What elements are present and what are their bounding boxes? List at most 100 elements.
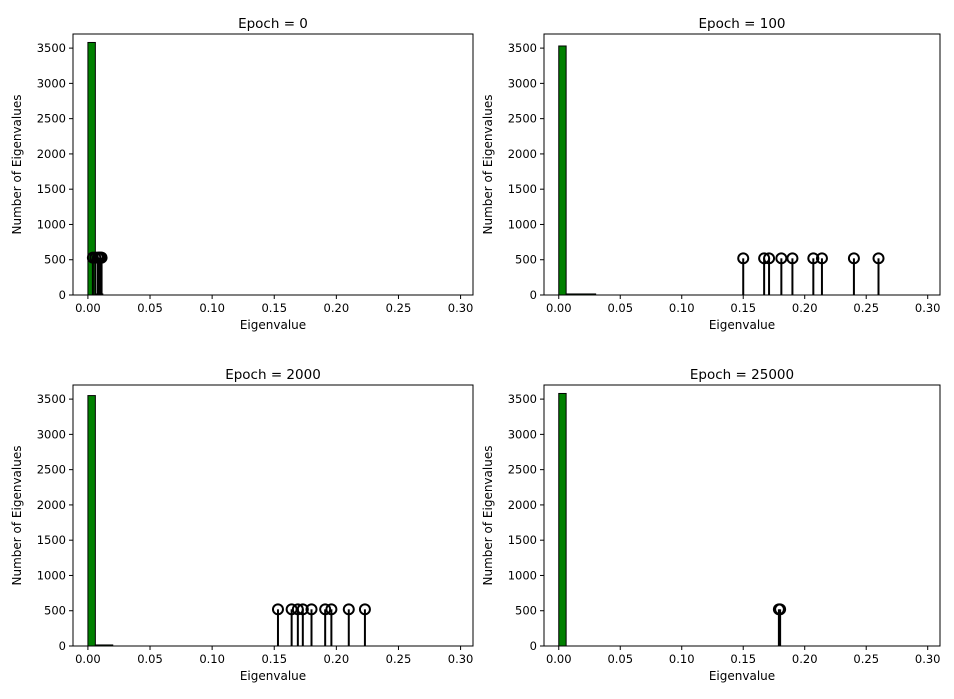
y-tick-label: 3000 [37,76,66,90]
outlier-marker [305,603,318,616]
x-tick-label: 0.10 [669,301,695,315]
outlier-marker [775,252,788,265]
y-tick-label: 3500 [508,392,537,406]
x-tick-label: 0.25 [386,301,412,315]
y-tick-label: 500 [44,604,66,618]
x-tick-label: 0.20 [792,301,818,315]
x-axis-label: Eigenvalue [709,318,775,332]
chart-panel-4: 0.00 0.05 0.10 0.15 0.20 0.25 0.30 0 500 1000 1500… [481,367,941,683]
outlier-marker [807,252,820,265]
x-tick-label: 0.30 [915,301,941,315]
y-tick-label: 1500 [37,182,66,196]
y-tick-label: 2500 [508,463,537,477]
chart-title: Epoch = 2000 [225,367,321,383]
y-tick-label: 1500 [508,533,537,547]
y-tick-label: 3000 [37,427,66,441]
x-tick-label: 0.25 [853,301,879,315]
y-tick-label: 2000 [37,498,66,512]
axes-frame [543,33,941,296]
x-tick-label: 0.15 [730,652,756,666]
x-axis-label: Eigenvalue [709,669,775,683]
histogram-bar [558,45,567,296]
y-tick-label: 0 [530,288,537,302]
x-tick-label: 0.15 [261,652,287,666]
outlier-marker [872,252,885,265]
y-tick-label: 0 [530,639,537,653]
x-tick-label: 0.20 [324,301,350,315]
x-tick-label: 0.30 [448,301,474,315]
outlier-marker [296,603,309,616]
x-tick-label: 0.10 [669,652,695,666]
y-axis-label: Number of Eigenvalues [481,95,495,235]
y-tick-label: 2000 [37,147,66,161]
y-tick-label: 2500 [37,463,66,477]
chart-title: Epoch = 0 [238,16,308,32]
y-tick-label: 1500 [508,182,537,196]
y-tick-label: 3000 [508,427,537,441]
outlier-marker [95,251,108,264]
x-tick-label: 0.00 [75,301,101,315]
x-tick-label: 0.00 [546,301,572,315]
y-tick-label: 0 [59,288,66,302]
x-tick-label: 0.05 [607,652,633,666]
axes-frame [72,384,474,647]
chart-title: Epoch = 100 [699,16,786,32]
outlier-marker [285,603,298,616]
x-tick-label: 0.15 [730,301,756,315]
x-tick-label: 0.30 [448,652,474,666]
y-tick-label: 1500 [37,533,66,547]
x-tick-label: 0.20 [324,652,350,666]
outlier-marker [815,252,828,265]
outlier-marker [271,603,284,616]
x-tick-label: 0.25 [853,652,879,666]
x-tick-label: 0.10 [199,652,225,666]
y-tick-label: 3500 [37,392,66,406]
x-tick-label: 0.05 [137,652,163,666]
outlier-marker [319,603,332,616]
chart-panel-3: 0.00 0.05 0.10 0.15 0.20 0.25 0.30 0 500 1000 1500… [10,367,474,683]
x-axis-label: Eigenvalue [240,669,306,683]
x-tick-label: 0.20 [792,652,818,666]
y-tick-label: 1000 [37,568,66,582]
x-axis-label: Eigenvalue [240,318,306,332]
x-tick-label: 0.10 [199,301,225,315]
y-tick-label: 0 [59,639,66,653]
x-tick-label: 0.00 [546,652,572,666]
histogram-bar [558,392,567,647]
y-tick-label: 1000 [508,568,537,582]
outlier-marker [325,603,338,616]
x-tick-label: 0.15 [261,301,287,315]
y-tick-label: 3000 [508,76,537,90]
y-tick-label: 3500 [37,41,66,55]
y-tick-label: 2500 [508,112,537,126]
outlier-marker [342,603,355,616]
outlier-marker [763,252,776,265]
axes-frame [543,384,941,647]
outlier-marker [358,603,371,616]
chart-panel-1: 0.00 0.05 0.10 0.15 0.20 0.25 0.30 0 500 1000 1500… [10,16,474,332]
y-tick-label: 500 [515,253,537,267]
y-tick-label: 2000 [508,498,537,512]
chart-panel-2: 0.00 0.05 0.10 0.15 0.20 0.25 0.30 0 500 1000 1500… [481,16,941,332]
y-tick-label: 500 [515,604,537,618]
chart-title: Epoch = 25000 [690,367,794,383]
x-tick-label: 0.00 [75,652,101,666]
y-tick-label: 2000 [508,147,537,161]
x-tick-label: 0.30 [915,652,941,666]
outlier-marker [847,252,860,265]
histogram-bar [87,395,96,647]
axes-frame [72,33,474,296]
y-axis-label: Number of Eigenvalues [10,95,24,235]
y-axis-label: Number of Eigenvalues [10,446,24,586]
y-tick-label: 2500 [37,112,66,126]
x-tick-label: 0.05 [137,301,163,315]
outlier-marker [786,252,799,265]
x-tick-label: 0.05 [607,301,633,315]
y-tick-label: 500 [44,253,66,267]
outlier-marker [774,603,787,616]
y-tick-label: 3500 [508,41,537,55]
y-tick-label: 1000 [37,217,66,231]
x-tick-label: 0.25 [386,652,412,666]
y-axis-label: Number of Eigenvalues [481,446,495,586]
